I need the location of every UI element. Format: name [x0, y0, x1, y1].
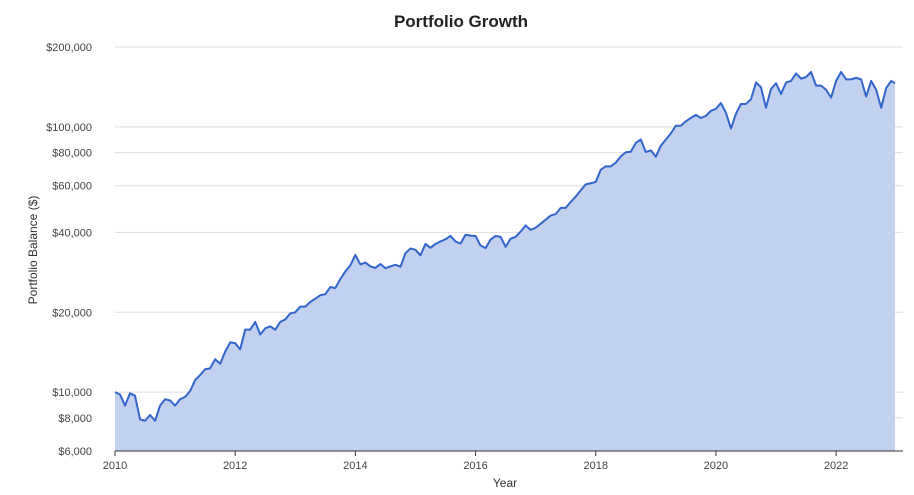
y-axis-label: Portfolio Balance ($)	[26, 196, 40, 305]
y-tick-label: $8,000	[58, 413, 92, 425]
y-tick-label: $60,000	[52, 181, 92, 193]
y-tick-label: $20,000	[52, 307, 92, 319]
balance-line	[114, 70, 896, 422]
y-tick-label: $40,000	[52, 227, 92, 239]
x-tick-label: 2012	[223, 460, 247, 472]
x-tick-label: 2014	[343, 460, 367, 472]
x-tick-label: 2010	[103, 460, 127, 472]
y-tick-label: $80,000	[52, 148, 92, 160]
x-tick-label: 2016	[463, 460, 487, 472]
x-axis-label: Year	[493, 476, 517, 490]
x-axis-ticks: 2010 2012 2014 2016 2018 2020 2022	[103, 451, 848, 472]
balance-area	[115, 71, 895, 452]
y-axis-ticks: $6,000 $8,000 $10,000 $20,000 $40,000 $60,000…	[46, 42, 92, 458]
y-tick-label: $6,000	[58, 446, 92, 458]
x-tick-label: 2022	[824, 460, 848, 472]
chart-title: Portfolio Growth	[394, 12, 528, 31]
y-tick-label: $200,000	[46, 42, 92, 54]
y-tick-label: $100,000	[46, 122, 92, 134]
x-tick-label: 2018	[583, 460, 607, 472]
y-tick-label: $10,000	[52, 387, 92, 399]
x-tick-label: 2020	[704, 460, 728, 472]
